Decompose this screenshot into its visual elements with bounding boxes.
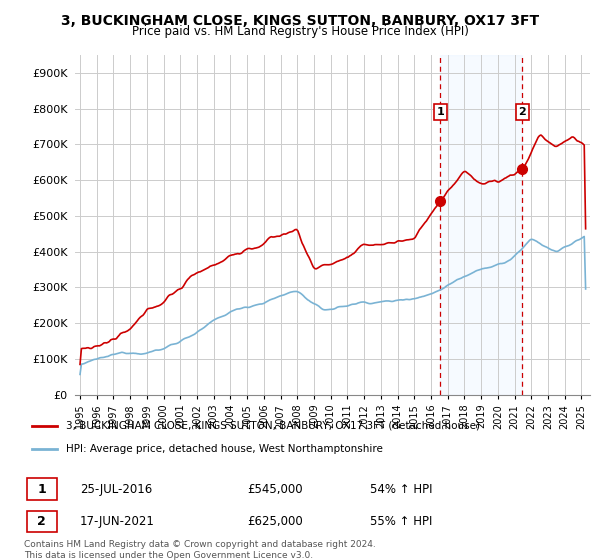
Text: 1: 1 bbox=[37, 483, 46, 496]
Text: 25-JUL-2016: 25-JUL-2016 bbox=[80, 483, 152, 496]
Text: Contains HM Land Registry data © Crown copyright and database right 2024.
This d: Contains HM Land Registry data © Crown c… bbox=[24, 540, 376, 560]
Text: 17-JUN-2021: 17-JUN-2021 bbox=[80, 515, 155, 528]
Text: 3, BUCKINGHAM CLOSE, KINGS SUTTON, BANBURY, OX17 3FT (detached house): 3, BUCKINGHAM CLOSE, KINGS SUTTON, BANBU… bbox=[66, 421, 480, 431]
Text: £625,000: £625,000 bbox=[247, 515, 303, 528]
Bar bbox=[440, 55, 522, 395]
Text: £545,000: £545,000 bbox=[247, 483, 303, 496]
Text: Price paid vs. HM Land Registry's House Price Index (HPI): Price paid vs. HM Land Registry's House … bbox=[131, 25, 469, 38]
Text: HPI: Average price, detached house, West Northamptonshire: HPI: Average price, detached house, West… bbox=[66, 445, 383, 454]
Text: 1: 1 bbox=[436, 107, 444, 117]
Text: 2: 2 bbox=[518, 107, 526, 117]
FancyBboxPatch shape bbox=[27, 511, 58, 533]
Text: 54% ↑ HPI: 54% ↑ HPI bbox=[370, 483, 433, 496]
FancyBboxPatch shape bbox=[27, 478, 58, 500]
Text: 2: 2 bbox=[37, 515, 46, 528]
Text: 3, BUCKINGHAM CLOSE, KINGS SUTTON, BANBURY, OX17 3FT: 3, BUCKINGHAM CLOSE, KINGS SUTTON, BANBU… bbox=[61, 14, 539, 28]
Text: 55% ↑ HPI: 55% ↑ HPI bbox=[370, 515, 433, 528]
